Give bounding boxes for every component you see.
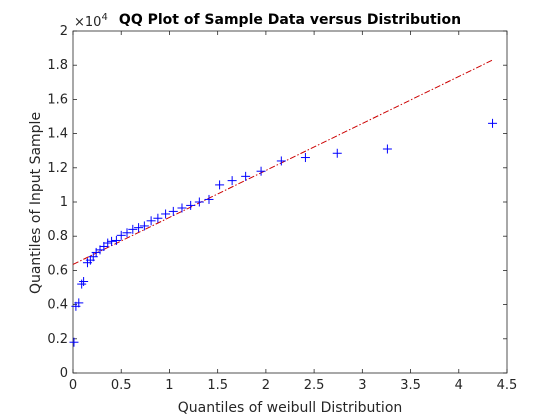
data-point: [382, 144, 392, 154]
data-points: [69, 118, 498, 347]
x-tick-label: 3.5: [400, 378, 421, 393]
data-point: [204, 194, 214, 204]
data-point: [227, 176, 237, 186]
x-tick-label: 2: [262, 378, 270, 393]
data-point: [186, 200, 196, 210]
x-tick-label: 4.5: [497, 378, 518, 393]
chart-title: QQ Plot of Sample Data versus Distributi…: [119, 12, 461, 28]
y-exponent-power: 4: [101, 12, 107, 23]
data-point: [177, 203, 187, 213]
y-tick-label: 1.8: [47, 58, 68, 73]
data-point: [139, 221, 149, 231]
y-tick-label: 1: [60, 195, 68, 210]
data-point: [134, 223, 144, 233]
data-point: [488, 118, 498, 128]
data-point: [111, 235, 121, 245]
data-point: [79, 277, 89, 287]
axes-frame: [72, 30, 508, 374]
y-tick-label: 0.8: [47, 229, 68, 244]
x-tick-label: 1: [165, 378, 173, 393]
y-exponent-base: ×10: [74, 15, 101, 30]
data-point: [256, 166, 266, 176]
data-point: [69, 337, 79, 347]
data-point: [107, 236, 117, 246]
data-point: [332, 148, 342, 158]
y-tick-label: 1.2: [47, 161, 68, 176]
x-tick-label: 3: [358, 378, 366, 393]
x-axis-ticks: 0 0.5 1 1.5 2 2.5 3 3.5 4 4.5: [69, 31, 517, 393]
data-point: [146, 216, 156, 226]
x-tick-label: 2.5: [304, 378, 325, 393]
y-tick-label: 2: [60, 24, 68, 39]
data-point: [194, 197, 204, 207]
reference-line: [72, 59, 493, 265]
y-tick-label: 0.6: [47, 263, 68, 278]
data-point: [153, 213, 163, 223]
y-tick-label: 0.2: [47, 332, 68, 347]
data-point: [168, 206, 178, 216]
data-point: [128, 224, 138, 234]
y-tick-label: 1.4: [47, 127, 68, 142]
data-point: [103, 238, 113, 248]
x-axis-label: Quantiles of weibull Distribution: [178, 400, 403, 416]
x-tick-label: 4: [455, 378, 463, 393]
data-point: [241, 171, 251, 181]
data-point: [116, 230, 126, 240]
y-tick-label: 0.4: [47, 298, 68, 313]
x-tick-label: 1.5: [207, 378, 228, 393]
y-axis-ticks: 0 0.2 0.4 0.6 0.8 1 1.2 1.4 1.6 1.8 2: [47, 24, 507, 381]
x-tick-label: 0.5: [111, 378, 132, 393]
data-point: [276, 156, 286, 166]
data-point: [122, 228, 132, 238]
data-point: [161, 209, 171, 219]
y-axis-label: Quantiles of Input Sample: [28, 112, 44, 294]
data-point: [300, 153, 310, 163]
data-point: [74, 298, 84, 308]
y-axis-exponent: ×104: [74, 12, 108, 30]
y-tick-label: 0: [60, 366, 68, 381]
y-tick-label: 1.6: [47, 92, 68, 107]
data-point: [215, 180, 225, 190]
axes-box: [72, 30, 508, 374]
x-tick-label: 0: [69, 378, 77, 393]
